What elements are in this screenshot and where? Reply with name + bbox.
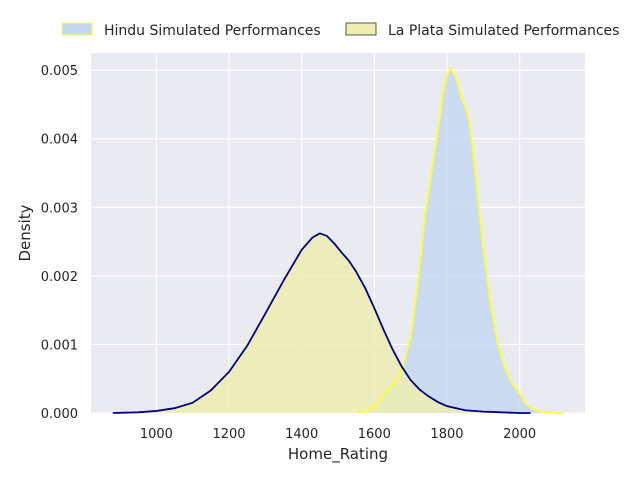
y-tick-label: 0.003	[41, 201, 78, 216]
y-tick-label: 0.001	[41, 338, 78, 353]
legend-swatch-hindu	[61, 22, 93, 36]
density-area-hindu	[357, 68, 564, 414]
grid-lines	[91, 53, 585, 414]
legend-label-la-plata: La Plata Simulated Performances	[388, 23, 619, 39]
density-areas	[112, 68, 564, 414]
x-tick-label: 1000	[140, 427, 173, 442]
density-area-la-plata	[112, 233, 531, 413]
y-tick-label: 0.000	[41, 407, 78, 422]
x-tick-label: 1800	[430, 427, 463, 442]
y-tick-label: 0.002	[41, 270, 78, 285]
legend-swatch-la-plata	[345, 22, 377, 36]
y-tick-labels: 0.000 0.001 0.002 0.003 0.004 0.005	[41, 64, 78, 422]
x-tick-label: 1400	[285, 427, 318, 442]
x-tick-label: 2000	[503, 427, 536, 442]
y-tick-label: 0.005	[41, 64, 78, 79]
y-axis-label: Density	[16, 204, 34, 261]
legend: Hindu Simulated Performances La Plata Si…	[61, 22, 619, 39]
x-axis-label: Home_Rating	[288, 445, 388, 464]
density-line-la-plata	[112, 232, 531, 414]
x-tick-label: 1600	[358, 427, 391, 442]
density-line-hindu	[357, 67, 564, 414]
legend-label-hindu: Hindu Simulated Performances	[104, 23, 321, 39]
y-tick-label: 0.004	[41, 133, 78, 148]
x-tick-labels: 1000 1200 1400 1600 1800 2000	[140, 427, 536, 442]
density-lines	[112, 67, 564, 414]
x-tick-label: 1200	[212, 427, 245, 442]
